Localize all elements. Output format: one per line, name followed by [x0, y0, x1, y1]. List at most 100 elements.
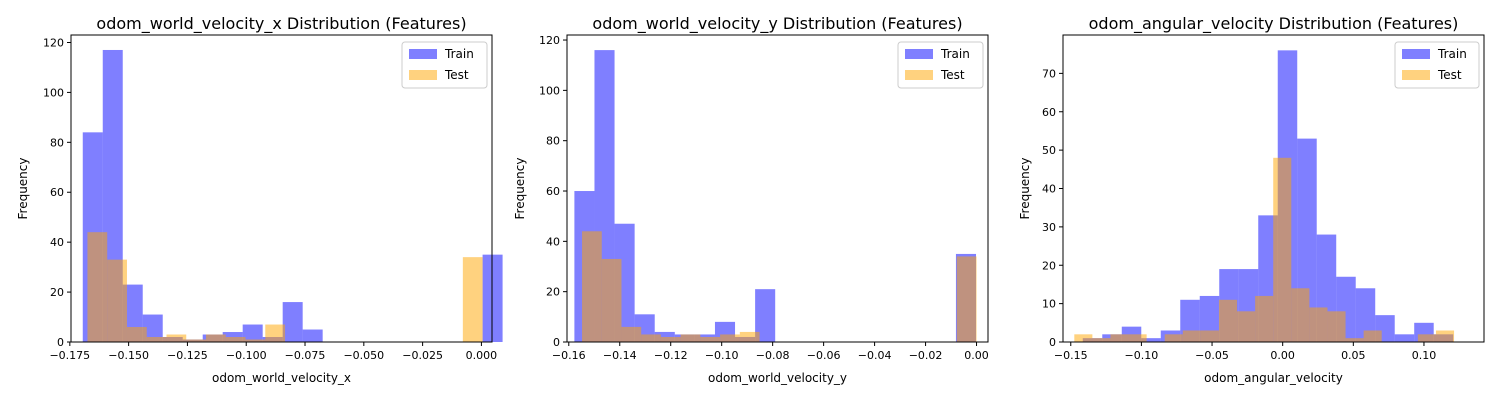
- x-tick-label: −0.08: [756, 349, 790, 362]
- legend-swatch-test: [1402, 70, 1430, 80]
- histogram-bar-test-5: [680, 334, 701, 342]
- legend-swatch-train: [1402, 49, 1430, 59]
- histogram-bar-test-0: [87, 232, 108, 342]
- y-tick-label: 20: [50, 286, 64, 299]
- histogram-bar-test-3: [641, 334, 661, 342]
- histogram-bar-test-1: [1092, 338, 1111, 342]
- bars: [1074, 50, 1455, 342]
- histogram-bar-test-3: [1128, 334, 1147, 342]
- y-tick-label: 30: [1042, 221, 1056, 234]
- y-tick-label: 50: [1042, 144, 1056, 157]
- legend-label-train: Train: [444, 47, 474, 61]
- y-tick-label: 40: [50, 236, 64, 249]
- x-tick-label: −0.100: [226, 349, 267, 362]
- x-axis-ticks: −0.16 −0.14 −0.12 −0.10 −0.08 −0.06 −0.04 −0.02…: [552, 342, 989, 362]
- y-tick-label: 40: [546, 235, 560, 248]
- histogram-bar-test-15: [1345, 338, 1364, 342]
- legend-swatch-train: [409, 49, 437, 59]
- legend-swatch-test: [409, 70, 437, 80]
- legend-swatch-train: [905, 49, 933, 59]
- x-tick-label: 0.000: [466, 349, 498, 362]
- x-tick-label: −0.14: [603, 349, 637, 362]
- y-axis-ticks: 0 20 40 60 80 100 120: [43, 36, 71, 349]
- histogram-bar-test-7: [720, 334, 740, 342]
- legend-label-train: Train: [940, 47, 970, 61]
- legend: Train Test: [401, 41, 488, 89]
- histogram-bar-test-13: [1309, 307, 1328, 342]
- y-tick-label: 0: [1049, 336, 1056, 349]
- chart-title: odom_world_velocity_x Distribution (Feat…: [96, 14, 466, 34]
- x-axis-label: odom_world_velocity_y: [708, 371, 847, 385]
- x-tick-label: −0.025: [402, 349, 443, 362]
- subplot-odom-angular-velocity: odom_angular_velocity Distribution (Feat…: [1018, 14, 1485, 385]
- histogram-bar-test-4: [166, 334, 187, 342]
- legend-swatch-test: [905, 70, 933, 80]
- y-tick-label: 70: [1042, 67, 1056, 80]
- y-tick-label: 60: [1042, 106, 1056, 119]
- histogram-bar-test-6: [1182, 330, 1201, 342]
- histogram-bar-test-19: [956, 256, 977, 342]
- legend: Train Test: [1394, 41, 1480, 89]
- histogram-bar-train-9: [755, 289, 776, 342]
- subplot-odom-world-velocity-x: odom_world_velocity_x Distribution (Feat…: [16, 14, 503, 385]
- histogram-bar-test-2: [1110, 334, 1129, 342]
- x-tick-label: 0.00: [1270, 349, 1295, 362]
- histogram-bar-test-11: [1273, 157, 1292, 342]
- y-tick-label: 120: [43, 36, 64, 49]
- histogram-bar-train-3: [1141, 338, 1161, 342]
- x-tick-label: 0.00: [964, 349, 989, 362]
- x-tick-label: −0.125: [167, 349, 208, 362]
- x-axis-ticks: −0.15 −0.10 −0.05 0.00 0.05 0.10: [1054, 342, 1436, 362]
- y-tick-label: 100: [539, 84, 560, 97]
- histogram-bar-train-10: [282, 302, 303, 342]
- plot-frame: [70, 34, 493, 343]
- x-tick-label: −0.10: [705, 349, 739, 362]
- histogram-bar-test-16: [1363, 330, 1382, 342]
- histogram-bar-test-8: [245, 339, 266, 342]
- x-tick-label: −0.06: [807, 349, 841, 362]
- x-axis-label: odom_world_velocity_x: [212, 371, 351, 385]
- x-axis-ticks: −0.175 −0.150 −0.125 −0.100 −0.075 −0.050 −0.0…: [49, 342, 497, 362]
- histogram-bar-test-1: [601, 258, 622, 342]
- y-tick-label: 20: [546, 286, 560, 299]
- y-tick-label: 0: [57, 336, 64, 349]
- x-tick-label: −0.16: [552, 349, 586, 362]
- x-tick-label: −0.175: [49, 349, 90, 362]
- histogram-bar-test-3: [146, 337, 167, 342]
- y-axis-label: Frequency: [513, 158, 527, 220]
- histogram-bar-train-3: [142, 314, 163, 342]
- histogram-bar-test-4: [660, 336, 681, 342]
- plot-frame: [1062, 34, 1485, 343]
- y-tick-label: 100: [43, 86, 64, 99]
- histogram-bar-test-7: [1200, 330, 1219, 342]
- bars: [574, 50, 977, 342]
- histogram-bar-train-6: [1199, 295, 1220, 342]
- histogram-bar-test-10: [1255, 295, 1274, 342]
- histogram-bar-test-2: [621, 326, 642, 342]
- x-tick-label: −0.12: [654, 349, 688, 362]
- histogram-bar-test-6: [206, 334, 226, 342]
- histogram-bar-train-14: [1355, 288, 1376, 342]
- histogram-bar-test-8: [1218, 299, 1238, 342]
- x-tick-label: −0.05: [1195, 349, 1229, 362]
- chart-title: odom_angular_velocity Distribution (Feat…: [1089, 14, 1459, 34]
- legend: Train Test: [897, 41, 984, 89]
- x-axis-label: odom_angular_velocity: [1204, 371, 1343, 385]
- histogram-bar-test-8: [739, 331, 760, 342]
- y-tick-label: 20: [1042, 259, 1056, 272]
- y-axis-label: Frequency: [16, 158, 30, 220]
- y-tick-label: 0: [553, 336, 560, 349]
- x-tick-label: −0.15: [1054, 349, 1088, 362]
- y-axis-label: Frequency: [1018, 158, 1032, 220]
- histogram-bar-test-2: [126, 327, 147, 342]
- histogram-bar-train-16: [1394, 334, 1415, 342]
- x-tick-label: 0.10: [1412, 349, 1437, 362]
- legend-label-test: Test: [940, 68, 965, 82]
- x-tick-label: −0.050: [343, 349, 384, 362]
- histogram-bar-test-5: [186, 339, 207, 342]
- histogram-bar-test-19: [1417, 334, 1436, 342]
- x-tick-label: −0.02: [909, 349, 943, 362]
- legend-label-test: Test: [1437, 68, 1462, 82]
- histogram-bar-test-9: [265, 324, 286, 342]
- y-tick-label: 60: [546, 185, 560, 198]
